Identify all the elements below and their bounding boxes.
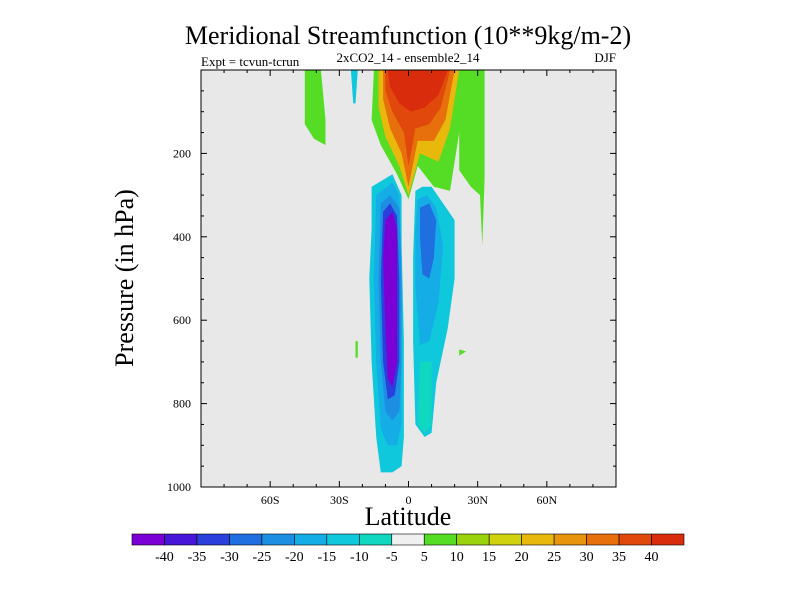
colorbar-swatch bbox=[229, 533, 263, 546]
y-tick-label: 400 bbox=[173, 230, 191, 244]
x-tick-label: 60S bbox=[261, 493, 280, 507]
contour-purple-core bbox=[383, 211, 397, 387]
contour-green-speck-left bbox=[355, 341, 358, 358]
colorbar-swatch bbox=[553, 533, 587, 546]
colorbar-label: -35 bbox=[188, 550, 207, 565]
colorbar-label: 30 bbox=[580, 550, 594, 565]
colorbar-label: -15 bbox=[317, 550, 336, 565]
experiment-label: Expt = tcvun-tcrun bbox=[201, 54, 300, 69]
colorbar-label: -20 bbox=[285, 550, 304, 565]
colorbar-swatch bbox=[586, 533, 620, 546]
y-tick-label: 600 bbox=[173, 313, 191, 327]
chart-subtitle: 2xCO2_14 - ensemble2_14 bbox=[337, 50, 480, 65]
colorbar-label: -5 bbox=[386, 550, 398, 565]
colorbar-label: -40 bbox=[155, 550, 174, 565]
x-axis-label: Latitude bbox=[365, 502, 452, 531]
y-tick-label: 1000 bbox=[167, 480, 191, 494]
contour-cyan-strip-left bbox=[350, 70, 358, 104]
contour-fills bbox=[304, 70, 485, 473]
colorbar-swatch bbox=[326, 533, 360, 546]
colorbar-swatch bbox=[131, 533, 165, 546]
chart-title: Meridional Streamfunction (10**9kg/m-2) bbox=[185, 21, 631, 50]
colorbar: -40 -35 -30 -25 -20 -15 -10 -5 5 10 15 20 25 30 35 40 bbox=[131, 533, 685, 565]
colorbar-label: 15 bbox=[482, 550, 496, 565]
x-tick-label: 60N bbox=[536, 493, 557, 507]
y-tick-label: 200 bbox=[173, 146, 191, 160]
contour-red-core bbox=[387, 70, 448, 112]
colorbar-swatch bbox=[358, 533, 393, 546]
colorbar-label: 20 bbox=[515, 550, 529, 565]
contour-green-hill-left bbox=[304, 70, 326, 146]
colorbar-swatch bbox=[294, 533, 328, 546]
season-label: DJF bbox=[594, 50, 616, 65]
x-tick-label: 0 bbox=[406, 493, 412, 507]
colorbar-swatch bbox=[423, 533, 458, 546]
contour-green-speck-right bbox=[459, 349, 467, 356]
colorbar-label: -25 bbox=[253, 550, 272, 565]
colorbar-swatch bbox=[391, 533, 425, 546]
contour-teal-right-low bbox=[417, 361, 432, 433]
colorbar-swatch bbox=[651, 533, 685, 546]
colorbar-label: -10 bbox=[350, 550, 369, 565]
colorbar-swatch bbox=[488, 533, 522, 546]
colorbar-swatch bbox=[618, 533, 652, 546]
x-tick-label: 30S bbox=[330, 493, 349, 507]
colorbar-swatch bbox=[164, 533, 198, 546]
y-tick-label: 800 bbox=[173, 397, 191, 411]
colorbar-label: 40 bbox=[645, 550, 659, 565]
colorbar-swatch bbox=[196, 533, 230, 546]
colorbar-swatch bbox=[261, 533, 295, 546]
colorbar-label: 10 bbox=[450, 550, 464, 565]
colorbar-label: 25 bbox=[547, 550, 561, 565]
colorbar-label: -30 bbox=[220, 550, 239, 565]
colorbar-label: 35 bbox=[612, 550, 626, 565]
axis-ticks: 60S 30S 0 30N 60N 200 400 600 800 1000 bbox=[167, 70, 616, 507]
y-axis-label: Pressure (in hPa) bbox=[110, 189, 139, 367]
plot-area: 60S 30S 0 30N 60N 200 400 600 800 1000 bbox=[167, 69, 617, 507]
contour-nh-green-ridge bbox=[459, 70, 485, 246]
x-tick-label: 30N bbox=[467, 493, 488, 507]
colorbar-swatch bbox=[521, 533, 555, 546]
contour-blue-right bbox=[420, 203, 437, 279]
colorbar-swatch bbox=[456, 533, 490, 546]
colorbar-label: 5 bbox=[421, 550, 428, 565]
